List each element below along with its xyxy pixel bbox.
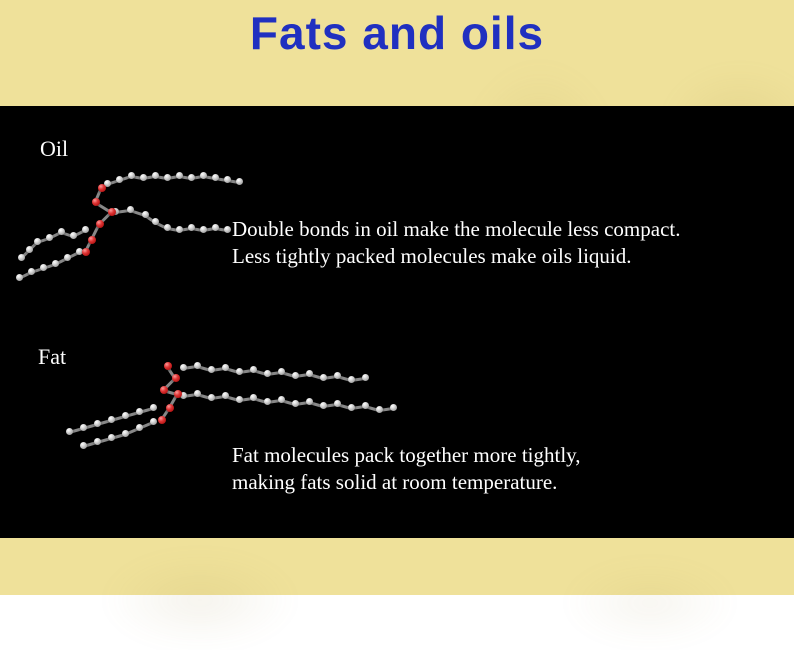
oil-label: Oil (40, 136, 68, 162)
fat-label: Fat (38, 344, 66, 370)
fat-description: Fat molecules pack together more tightly… (232, 442, 581, 497)
oil-description: Double bonds in oil make the molecule le… (232, 216, 680, 271)
slide-title: Fats and oils (0, 6, 794, 60)
content-panel: Oil Double bonds in oil make the molecul… (0, 106, 794, 538)
